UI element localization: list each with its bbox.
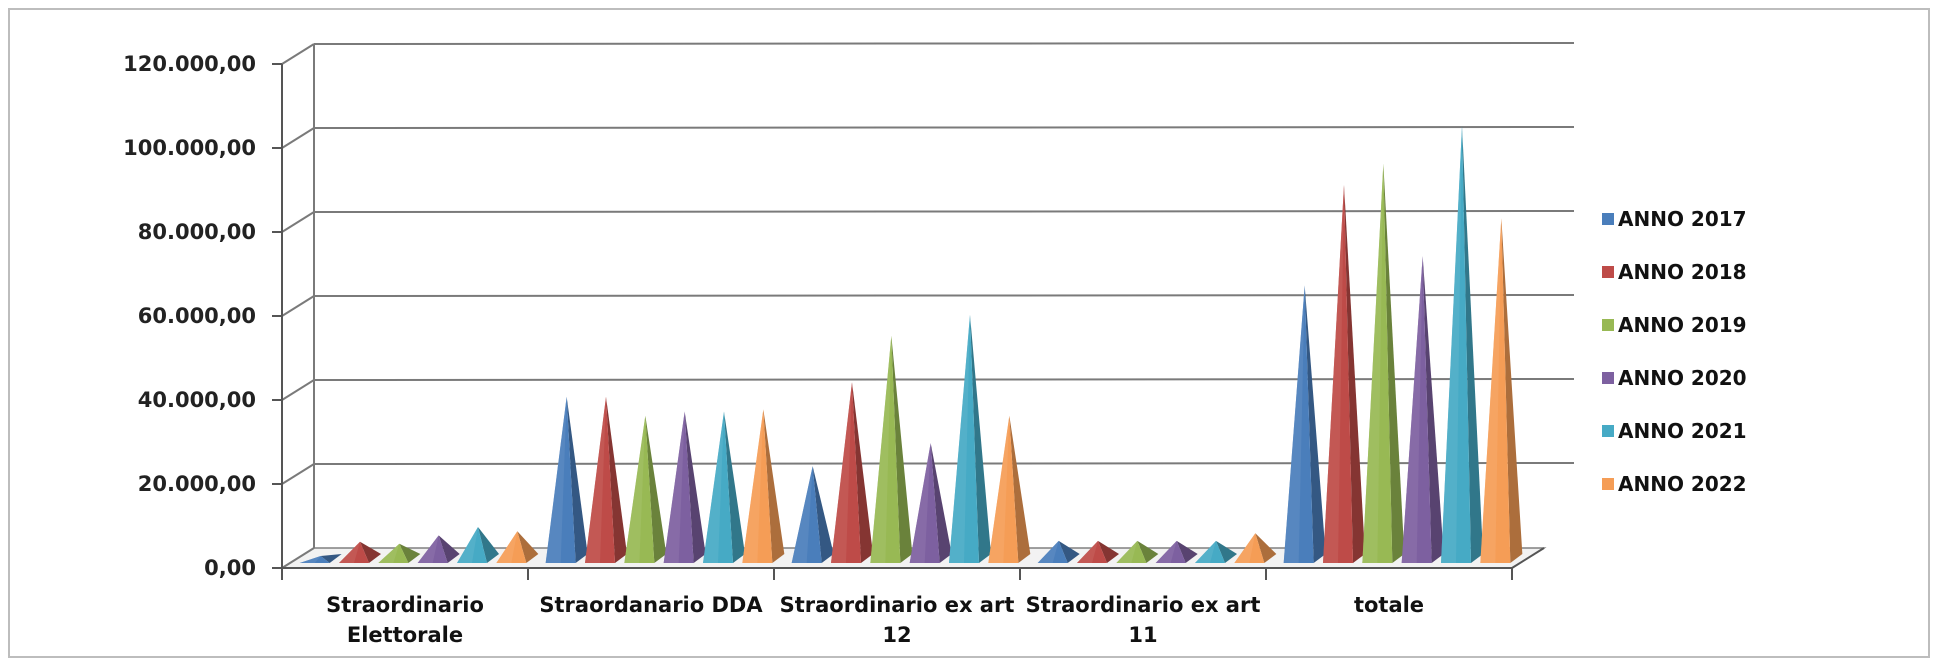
legend-swatch — [1602, 266, 1614, 278]
pyramid-mark — [545, 396, 588, 563]
legend-item: ANNO 2018 — [1602, 260, 1747, 284]
x-axis: Straordinario Elettorale Straordanario DDA… — [281, 547, 1545, 647]
gridline-depth — [281, 379, 315, 401]
legend: ANNO 2017 ANNO 2018 ANNO 2019 ANNO 2020 ANNO… — [1602, 207, 1747, 496]
pyramid-mark — [1234, 533, 1277, 563]
pyramid-mark — [703, 411, 745, 563]
pyramid-mark — [791, 466, 834, 563]
pyramid-mark — [299, 554, 342, 563]
y-tick-label: 40.000,00 — [138, 388, 256, 412]
y-tick-label: 100.000,00 — [123, 136, 256, 160]
legend-label: ANNO 2020 — [1618, 366, 1747, 390]
legend-label: ANNO 2017 — [1618, 207, 1747, 231]
legend-label: ANNO 2021 — [1618, 419, 1747, 443]
gridline — [313, 462, 1575, 465]
pyramid-mark — [457, 527, 499, 563]
y-tick-label: 80.000,00 — [138, 220, 256, 244]
legend-swatch — [1602, 213, 1614, 225]
pyramid-mark — [1155, 540, 1198, 563]
x-tick-label: Straordinario ex art 12 — [780, 593, 1015, 647]
pyramid-mark — [1480, 218, 1523, 564]
y-tick-label: 60.000,00 — [138, 304, 256, 328]
pyramid-mark — [1401, 256, 1444, 563]
y-tick-label: 0,00 — [204, 556, 256, 580]
pyramid-mark — [1116, 540, 1159, 563]
pyramid-marks — [299, 125, 1523, 564]
gridline-depth — [281, 43, 315, 65]
pyramid-mark — [496, 531, 539, 563]
gridline-depth — [281, 127, 315, 149]
pyramid-mark — [1283, 285, 1326, 563]
pyramid-mark — [417, 535, 460, 563]
legend-item: ANNO 2020 — [1602, 366, 1747, 390]
y-axis: 0,00 20.000,00 40.000,00 60.000,00 80.000,00… — [123, 44, 315, 580]
legend-swatch — [1602, 372, 1614, 384]
legend-item: ANNO 2022 — [1602, 472, 1747, 496]
gridline-depth — [281, 295, 315, 317]
legend-label: ANNO 2019 — [1618, 313, 1747, 337]
legend-item: ANNO 2021 — [1602, 419, 1747, 443]
legend-swatch — [1602, 478, 1614, 490]
legend-item: ANNO 2017 — [1602, 207, 1747, 231]
legend-swatch — [1602, 319, 1614, 331]
pyramid-mark — [1037, 540, 1080, 563]
legend-label: ANNO 2018 — [1618, 260, 1747, 284]
gridline — [313, 294, 1575, 297]
pyramid-mark — [624, 415, 667, 563]
gridline — [313, 210, 1575, 213]
y-tick-label: 120.000,00 — [123, 52, 256, 76]
x-tick-label: Straordinario Elettorale — [326, 593, 484, 647]
pyramid-mark — [742, 409, 785, 563]
pyramid-mark — [949, 314, 991, 563]
gridline — [313, 126, 1575, 129]
gridline-depth — [281, 547, 315, 569]
pyramid-mark — [1441, 125, 1483, 564]
x-tick-label: totale — [1354, 593, 1424, 617]
pyramid-mark — [988, 415, 1031, 563]
pyramid-mark — [831, 382, 873, 563]
pyramid-mark — [1195, 540, 1237, 563]
pyramid-mark — [1323, 184, 1365, 563]
x-axis-depth — [1511, 547, 1545, 569]
gridline-depth — [281, 463, 315, 485]
legend-label: ANNO 2022 — [1618, 472, 1747, 496]
legend-item: ANNO 2019 — [1602, 313, 1747, 337]
pyramid-mark — [585, 396, 627, 563]
x-tick-label: Straordinario ex art 11 — [1026, 593, 1261, 647]
pyramid-mark — [378, 543, 421, 563]
pyramid-mark — [870, 335, 913, 563]
pyramid-mark — [1362, 163, 1405, 563]
legend-swatch — [1602, 425, 1614, 437]
gridline-depth — [281, 211, 315, 233]
pyramid-mark — [339, 541, 381, 563]
x-tick-label: Straordanario DDA — [539, 593, 763, 617]
gridline — [313, 378, 1575, 381]
pyramid-mark — [909, 443, 952, 563]
pyramid-mark — [663, 411, 706, 563]
gridline — [313, 42, 1575, 45]
pyramid-mark — [1077, 540, 1119, 563]
y-tick-label: 20.000,00 — [138, 472, 256, 496]
